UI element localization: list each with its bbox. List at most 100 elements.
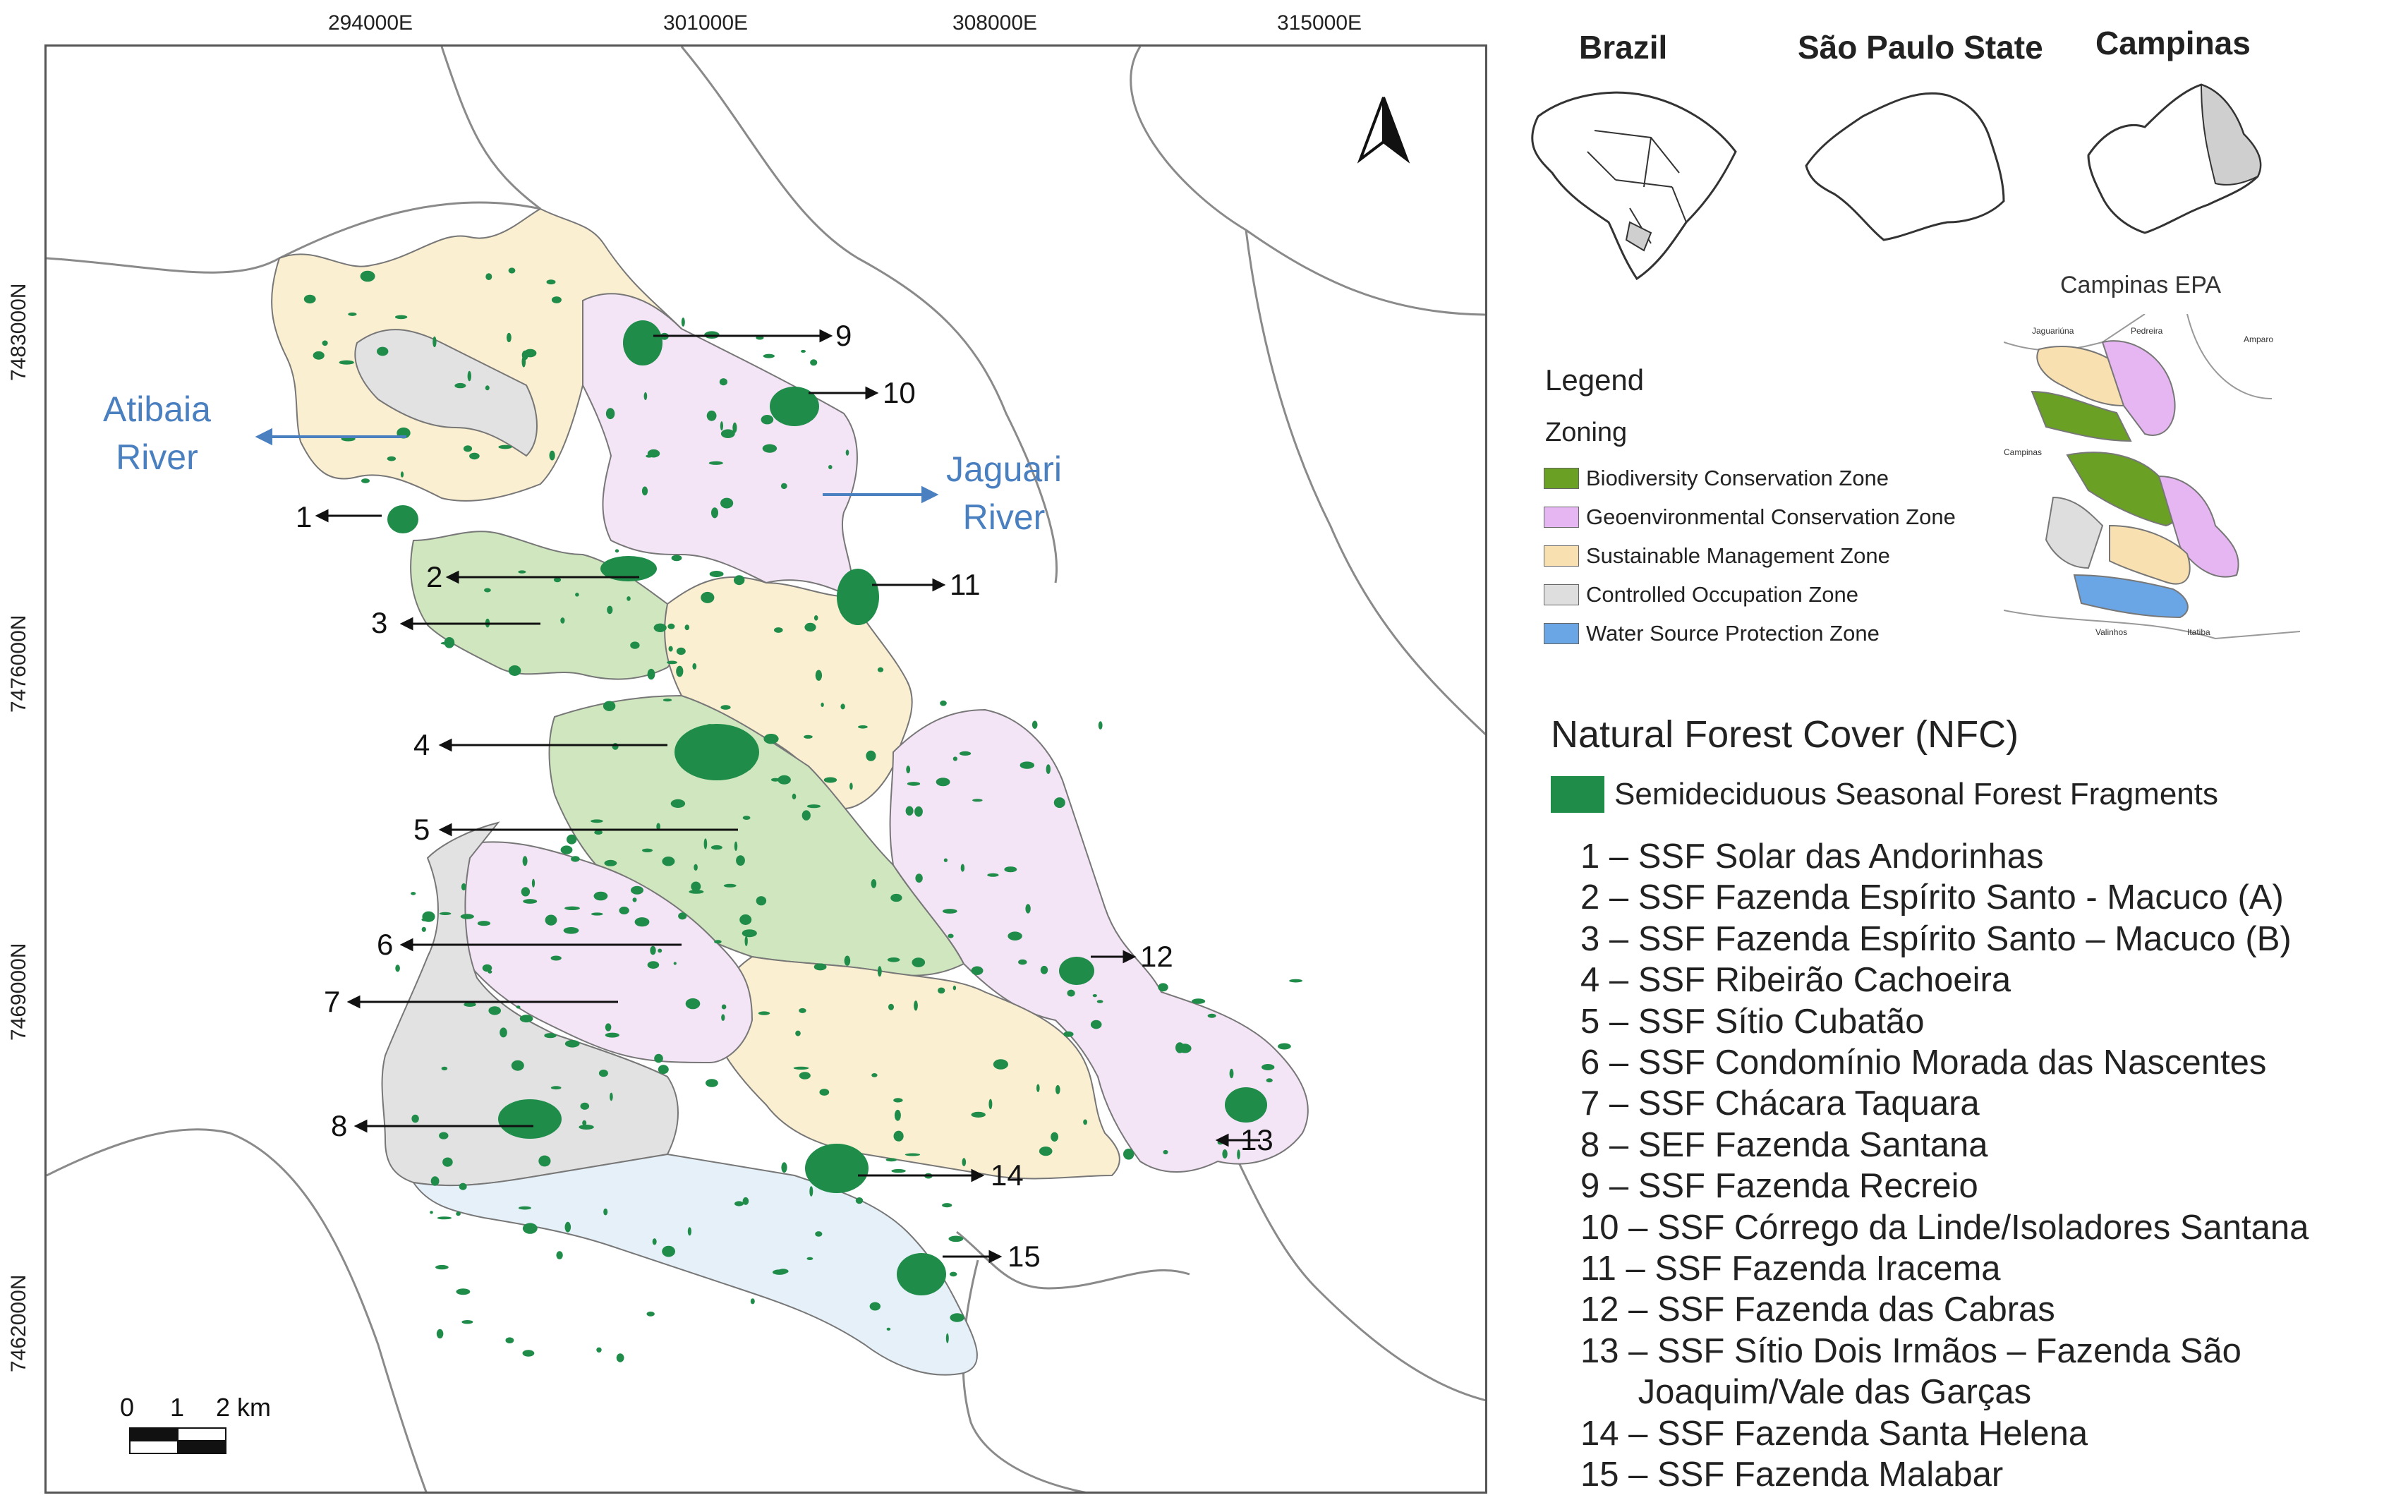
forest-patch <box>435 1264 449 1270</box>
fragment-14 <box>805 1144 869 1193</box>
callout-14: 14 <box>991 1159 1024 1192</box>
forest-patch <box>1063 1031 1074 1037</box>
legend-zoning-title: Zoning <box>1545 418 1628 447</box>
forest-patch <box>804 734 813 739</box>
forest-patch <box>422 911 435 922</box>
callout-9: 9 <box>835 319 852 352</box>
forest-patch <box>793 1066 809 1070</box>
forest-patch <box>774 627 783 633</box>
forest-patch <box>720 429 735 438</box>
forest-patch <box>948 1235 964 1242</box>
coord-y-3: 7469000N <box>7 943 30 1041</box>
forest-patch <box>556 1251 563 1259</box>
epa-label-itatiba: Itatiba <box>2187 627 2210 637</box>
forest-patch <box>1036 1084 1040 1092</box>
forest-patch <box>823 777 837 783</box>
coord-x-1: 294000E <box>327 11 413 35</box>
forest-patch <box>815 1231 823 1237</box>
forest-patch <box>550 955 562 961</box>
legend-zone-geoenvironmental: Geoenvironmental Conservation Zone <box>1544 502 1956 533</box>
forest-patch <box>806 1257 813 1260</box>
municipal-boundaries <box>47 47 1485 1492</box>
site-list-item: 15 – SSF Fazenda Malabar <box>1580 1456 2004 1494</box>
forest-patch <box>662 1245 675 1257</box>
forest-patch <box>460 914 474 919</box>
forest-patch <box>518 570 526 574</box>
site-list-item: 6 – SSF Condomínio Morada das Nascentes <box>1580 1044 2267 1082</box>
forest-patch <box>971 966 984 975</box>
forest-patch <box>567 834 577 845</box>
forest-patch <box>744 936 748 946</box>
forest-patch <box>662 698 672 702</box>
river-arrows <box>255 428 939 504</box>
callout-15: 15 <box>1008 1240 1041 1273</box>
forest-patch <box>579 1125 594 1130</box>
forest-patch <box>1046 764 1051 774</box>
forest-patch <box>877 667 884 672</box>
forest-patch <box>1053 797 1065 809</box>
legend-zone-label: Water Source Protection Zone <box>1586 621 1880 646</box>
forest-patch <box>739 914 752 925</box>
legend-zone-label: Geoenvironmental Conservation Zone <box>1586 504 1956 529</box>
forest-patch <box>734 575 745 586</box>
forest-patch <box>612 743 619 750</box>
forest-patch <box>711 507 718 519</box>
forest-patch <box>940 700 947 706</box>
forest-patch <box>488 1006 501 1015</box>
forest-patch <box>723 883 737 888</box>
forest-patch <box>734 841 738 852</box>
forest-patch <box>615 549 619 553</box>
forest-patch <box>671 555 682 562</box>
forest-patch <box>1163 1149 1168 1155</box>
forest-patch <box>950 1313 964 1322</box>
forest-patch <box>646 1311 655 1317</box>
forest-patch <box>656 823 660 830</box>
forest-patch <box>463 445 473 452</box>
forest-patch <box>591 819 603 823</box>
legend-zone-biodiversity: Biodiversity Conservation Zone <box>1544 463 1889 494</box>
forest-patch <box>564 906 580 911</box>
forest-patch <box>1083 1119 1087 1125</box>
forest-patch <box>706 410 717 421</box>
forest-patch <box>658 948 662 953</box>
scale-label-0: 0 <box>120 1393 135 1422</box>
swatch-controlled <box>1544 584 1579 605</box>
legend-zone-label: Sustainable Management Zone <box>1586 543 1890 568</box>
forest-patch <box>464 1002 476 1007</box>
forest-patch <box>858 725 868 729</box>
forest-patch <box>849 782 853 790</box>
forest-patch <box>610 1092 613 1101</box>
forest-patch <box>1008 931 1022 941</box>
legend-zone-water: Water Source Protection Zone <box>1544 618 1880 649</box>
forest-patch <box>1020 761 1035 769</box>
forest-patch <box>687 1227 692 1236</box>
brazil-inset-map <box>1531 91 1737 281</box>
forest-patch <box>778 1269 789 1274</box>
forest-patch <box>1040 965 1048 974</box>
forest-patch <box>1090 1020 1102 1029</box>
forest-patch <box>594 830 603 835</box>
epa-label-valinhos: Valinhos <box>2095 627 2127 637</box>
forest-patch <box>676 647 686 655</box>
forest-patch <box>971 1111 986 1118</box>
forest-patch <box>467 370 471 382</box>
forest-patch <box>762 444 778 453</box>
swatch-geoenvironmental <box>1544 507 1579 528</box>
forest-patch <box>421 926 426 932</box>
forest-patch <box>792 793 797 799</box>
atibaia-river-line2: River <box>116 437 198 477</box>
forest-patch <box>1031 720 1038 729</box>
zone-geo-north <box>582 293 858 598</box>
callout-2: 2 <box>426 560 443 593</box>
forest-patch <box>439 1132 449 1139</box>
forest-patch <box>508 665 521 676</box>
forest-patch <box>684 624 690 631</box>
forest-patch <box>949 1271 957 1277</box>
site-list-item: 14 – SSF Fazenda Santa Helena <box>1580 1414 2088 1453</box>
forest-patch <box>894 1109 901 1121</box>
forest-patch <box>799 1072 811 1079</box>
map-canvas <box>47 47 1485 1492</box>
forest-patch <box>685 998 701 1010</box>
forest-patch <box>804 622 816 632</box>
forest-patch <box>544 1033 557 1039</box>
